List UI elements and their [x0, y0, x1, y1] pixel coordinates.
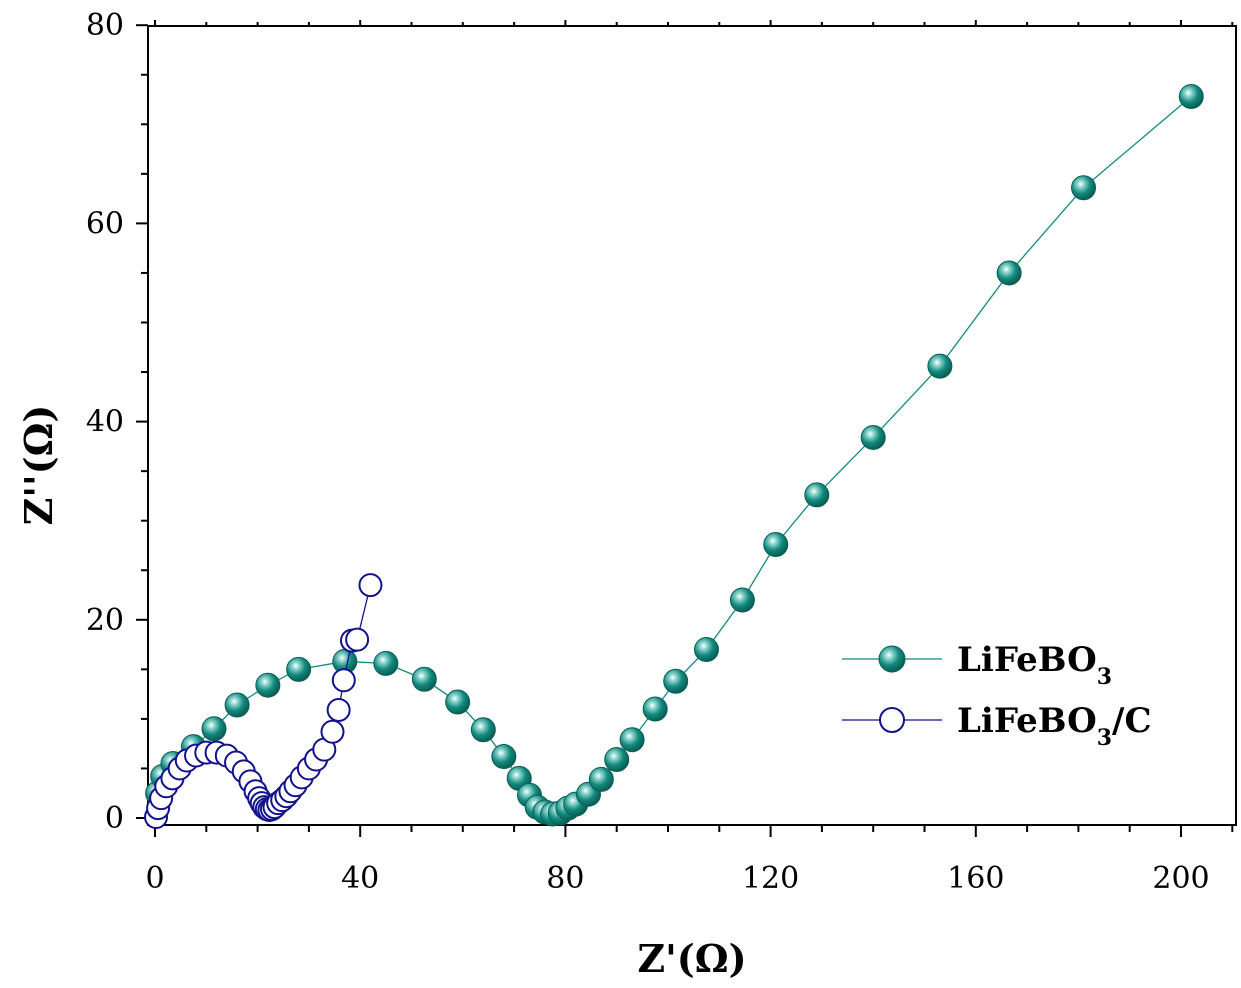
y-tick-label: 20: [86, 603, 124, 638]
y-tick-label: 0: [105, 801, 124, 836]
data-point: [1178, 84, 1204, 110]
x-tick-label: 0: [145, 861, 164, 896]
data-point: [996, 260, 1022, 286]
data-point: [286, 656, 312, 682]
data-point: [604, 747, 630, 773]
data-point: [331, 668, 356, 693]
tick-labels: 0 40 80 120 160 200 0 20 40 60 80: [86, 8, 1210, 896]
data-point: [1071, 175, 1097, 201]
x-tick-label: 40: [341, 861, 379, 896]
data-point: [201, 716, 227, 742]
legend-label: LiFeBO3/C: [957, 701, 1152, 751]
x-axis-title: Z'(Ω): [637, 936, 746, 981]
legend-marker: [878, 645, 906, 673]
data-point: [693, 637, 719, 663]
x-tick-label: 200: [1152, 861, 1209, 896]
y-tick-label: 40: [86, 405, 124, 440]
x-tick-label: 160: [947, 861, 1004, 896]
data-point: [345, 627, 370, 652]
data-point: [224, 692, 250, 718]
data-point: [663, 668, 689, 694]
legend: LiFeBO3 LiFeBO3/C: [842, 640, 1152, 751]
data-point: [927, 353, 953, 379]
legend-marker: [879, 707, 905, 733]
data-point: [358, 573, 383, 598]
data-point: [491, 744, 517, 770]
legend-label: LiFeBO3: [957, 640, 1112, 690]
data-point: [619, 727, 645, 753]
data-point: [642, 696, 668, 722]
y-tick-label: 60: [86, 206, 124, 241]
data-point: [373, 650, 399, 676]
y-tick-label: 80: [86, 8, 124, 43]
data-point: [326, 697, 351, 722]
data-point: [588, 766, 614, 792]
x-tick-label: 120: [742, 861, 799, 896]
data-point: [470, 717, 496, 743]
data-point: [320, 719, 345, 744]
data-point: [445, 689, 471, 715]
data-point: [804, 482, 830, 508]
data-point: [411, 666, 437, 692]
tick-marks: [136, 20, 1234, 837]
data-point: [729, 587, 755, 613]
data-point: [255, 672, 281, 698]
series-layer: [144, 84, 1204, 830]
y-axis-title: Z''(Ω): [16, 405, 61, 526]
data-point: [860, 424, 886, 450]
x-tick-label: 80: [546, 861, 584, 896]
plot-frame: [147, 25, 1237, 826]
data-point: [763, 531, 789, 557]
